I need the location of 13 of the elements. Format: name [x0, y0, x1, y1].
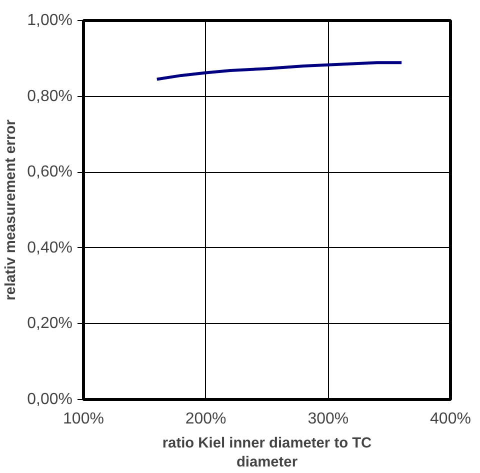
y-tick-label: 1,00% — [27, 12, 73, 29]
y-tick-label: 0,60% — [27, 164, 73, 181]
line-series — [155, 61, 404, 81]
y-tick-label: 0,80% — [27, 88, 73, 105]
x-tick-label: 400% — [430, 410, 471, 428]
y-tick-label: 0,40% — [27, 239, 73, 256]
y-tick-label: 0,20% — [27, 315, 73, 332]
x-tick-label: 100% — [63, 410, 104, 428]
x-tick-label: 300% — [308, 410, 349, 428]
x-tick-label: 200% — [185, 410, 226, 428]
y-tick-label: 0,00% — [27, 391, 73, 408]
y-axis-title: relativ measurement error — [3, 119, 20, 300]
x-axis-title: ratio Kiel inner diameter to TC diameter — [162, 436, 372, 471]
